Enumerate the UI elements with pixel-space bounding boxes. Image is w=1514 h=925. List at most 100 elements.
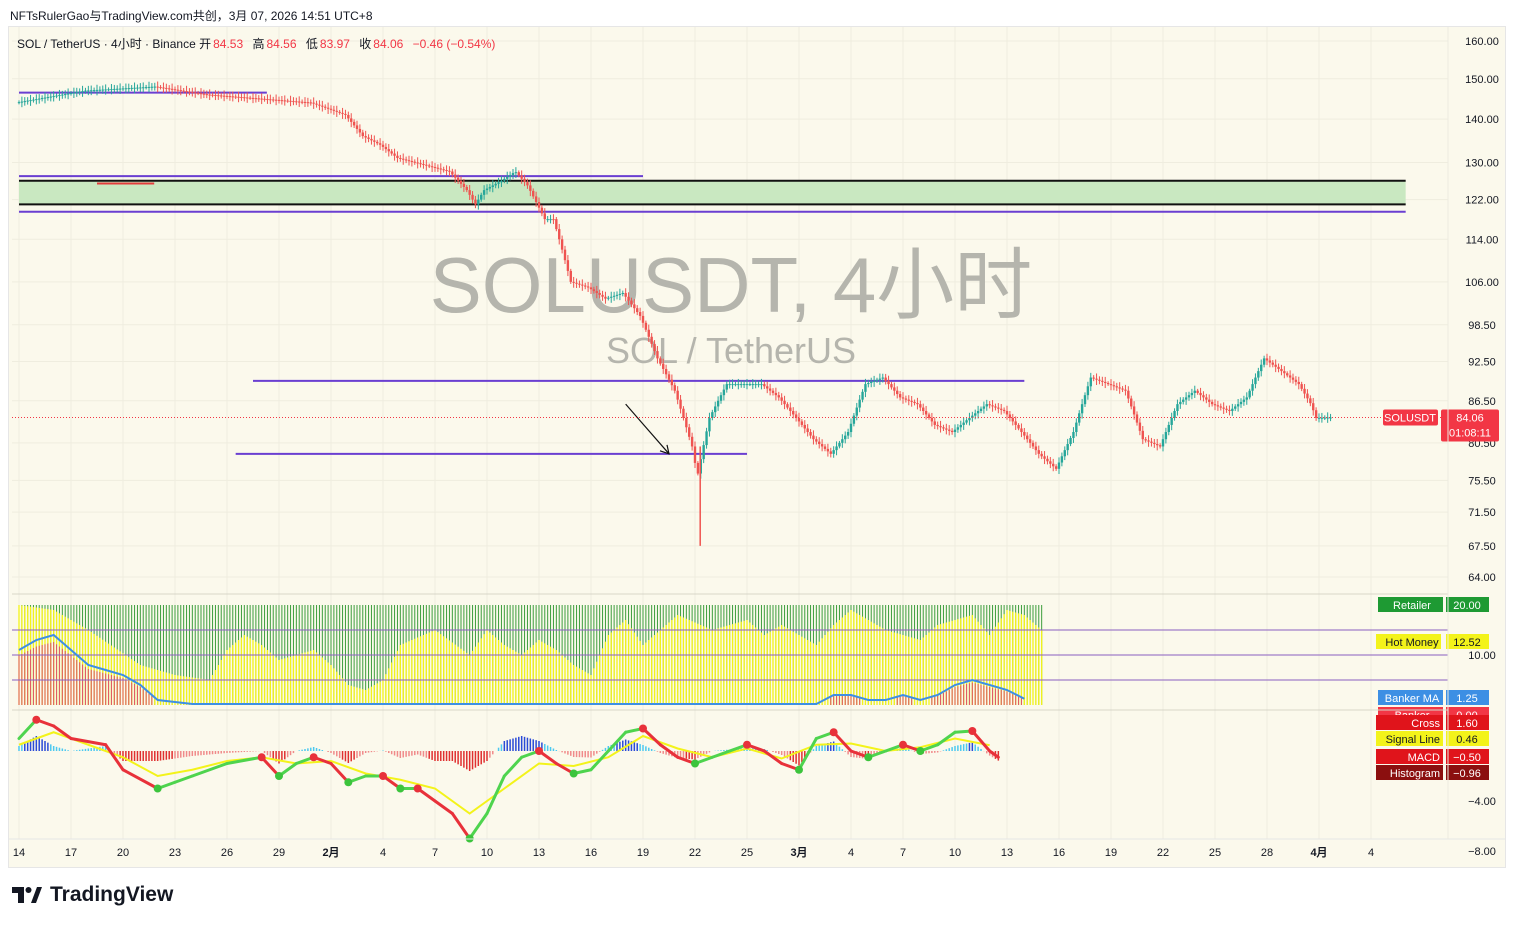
candle-body [491,185,494,187]
candle-body [586,286,590,288]
candle-body [176,89,180,91]
cross-dot [344,778,353,787]
candle-body [985,404,988,407]
candle-body [188,91,191,93]
candle-body [907,399,910,401]
candle-body [1011,417,1014,422]
candle-body [1225,408,1228,410]
candle-body [55,95,58,97]
candle-body [572,281,575,283]
candle-body [601,294,604,297]
macd-line-segment [260,755,281,778]
candle-body [373,140,376,142]
time-tick-label: 20 [117,847,129,859]
candle-body [575,282,578,284]
price-tick-label: 64.00 [1468,572,1496,584]
candle-body [783,400,786,405]
candle-body [118,88,122,90]
chart-frame[interactable]: SOLUSDT, 4小时 SOL / TetherUS 160.00 150.00 14… [8,26,1506,868]
candle-body [1153,442,1156,445]
candle-body [142,87,145,89]
candle-body [942,427,945,429]
candle-body [72,92,76,94]
candle-body [1317,417,1321,419]
candle-body [997,407,1000,409]
candle-body [1187,395,1191,398]
candle-body [540,207,544,214]
candle-body [878,378,882,380]
watermark-subtitle: SOL / TetherUS [606,330,856,371]
candle-body [636,308,639,313]
candle-body [766,386,769,389]
candle-body [410,160,414,162]
candle-body [309,102,312,104]
cross-dot [379,772,387,780]
candle-body [855,407,858,416]
candle-body [976,411,980,414]
candle-body [898,394,902,398]
candle-body [433,166,437,168]
candle-body [358,128,362,133]
candle-body [1158,445,1162,447]
time-tick-label: 23 [169,847,181,859]
candle-body [803,424,806,429]
candle-body [1193,390,1196,393]
price-tick-label: 98.50 [1468,320,1496,332]
candle-body [757,384,760,386]
candle-body [569,270,572,282]
projection-arrow [625,403,670,455]
candle-body [497,182,500,184]
candle-body [1312,403,1315,411]
candle-body [1075,422,1078,433]
macd-line-segment [69,737,108,747]
candle-body [344,113,347,115]
candle-body [81,91,84,93]
candle-body [693,446,697,463]
support-resistance-zone [19,180,1406,205]
candle-body [774,392,778,396]
candle-body [225,95,229,97]
candle-body [936,424,939,427]
candle-body [292,101,295,103]
candle-body [1144,439,1147,441]
candle-body [630,300,633,305]
legend-open: 84.53 [213,37,244,51]
candle-body [1323,417,1326,419]
candle-body [416,162,419,164]
candle-body [35,99,38,101]
candle-body [90,90,93,92]
candle-body [979,408,983,412]
cross-dot [257,753,266,762]
candle-body [436,167,440,169]
candle-body [789,407,792,412]
candle-body [277,99,281,101]
candle-body [191,91,194,93]
candle-body [422,163,425,165]
candle-body [378,143,382,145]
banker-ma-line [18,633,1025,705]
cross-dot [968,727,977,735]
candle-body [945,428,948,430]
candle-body [136,87,139,89]
legend-symbol[interactable]: SOL / TetherUS · 4小时 · Binance [17,37,196,51]
candle-body [1138,422,1142,431]
candle-body [534,196,538,203]
candle-body [1179,401,1182,405]
candle-body [777,395,780,398]
candle-body [809,432,812,436]
macd-line-segment [450,812,472,840]
macd-label-value: −0.50 [1453,752,1481,764]
candle-body [607,297,610,299]
candle-body [361,132,364,137]
macd-tick-label: −4.00 [1468,796,1496,808]
candle-body [760,384,763,386]
candle-body [98,89,102,91]
candle-body [17,102,21,104]
candle-body [1280,368,1283,372]
candle-body [656,351,659,359]
candle-body [1060,456,1064,463]
candle-body [815,439,818,442]
tradingview-logo[interactable]: TradingView [12,883,173,907]
candle-body [558,229,561,240]
